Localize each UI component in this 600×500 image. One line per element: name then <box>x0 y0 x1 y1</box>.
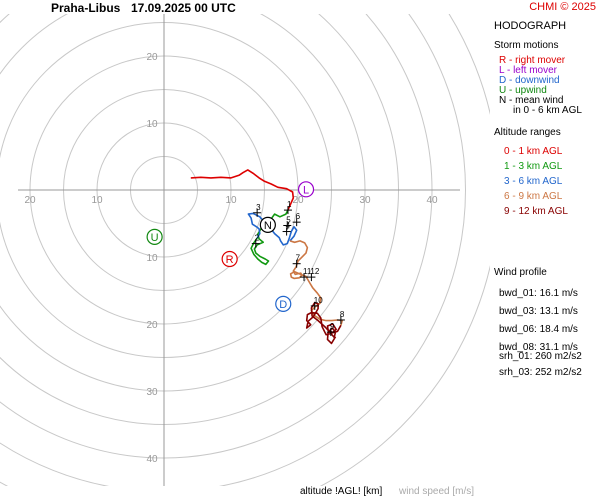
altitude-label: 10 <box>314 296 323 305</box>
altitude-label: 6 <box>296 212 301 221</box>
x-tick-label: 40 <box>426 195 438 206</box>
altitude-range-item: 3 - 6 km AGL <box>504 176 563 187</box>
wind-profile-item: bwd_08: 31.1 m/s <box>499 342 578 353</box>
altitude-label: 7 <box>296 254 301 263</box>
y-tick-label: 40 <box>146 454 158 465</box>
srh-list: srh_01: 260 m2/s2 srh_03: 252 m2/s2 <box>499 349 582 381</box>
x-tick-label: 10 <box>225 195 237 206</box>
altitude-ranges-title: Altitude ranges <box>494 127 561 138</box>
x-tick-label: 10 <box>91 195 103 206</box>
srh-item: srh_03: 252 m2/s2 <box>499 367 582 378</box>
storm-motion-label: R <box>226 254 234 266</box>
storm-motion-circle <box>146 228 163 245</box>
storm-motion-circle <box>259 216 276 233</box>
altitude-range-item: 1 - 3 km AGL <box>504 161 563 172</box>
y-tick-label: 20 <box>146 52 158 63</box>
station-name: Praha-Libus <box>51 1 121 15</box>
storm-motions-legend: R - right mover L - left mover D - downwin… <box>494 56 598 116</box>
wind-trace-line <box>305 301 342 345</box>
altitude-label: 8 <box>340 310 345 319</box>
y-tick-label: 10 <box>146 119 158 130</box>
storm-legend-item: R - right mover <box>499 55 566 66</box>
storm-legend-item: in 0 - 6 km AGL <box>513 105 582 116</box>
storm-motion-markers: R L D U N <box>146 181 315 312</box>
wind-profile-item: bwd_06: 18.4 m/s <box>499 324 578 335</box>
x-tick-label: 30 <box>359 195 371 206</box>
wind-profile-item: bwd_03: 13.1 m/s <box>499 306 578 317</box>
altitude-label: 9 <box>330 322 335 331</box>
srh-item: srh_01: 260 m2/s2 <box>499 351 582 362</box>
copyright-label: CHMI © 2025 <box>529 1 596 13</box>
speed-axis-note: wind speed [m/s] <box>399 486 475 497</box>
speed-ring <box>0 14 433 459</box>
info-panel: HODOGRAPH Storm motions R - right mover L… <box>494 20 598 378</box>
x-tick-label: 20 <box>24 195 36 206</box>
storm-motion-circle <box>275 295 292 312</box>
y-tick-label: 10 <box>146 253 158 264</box>
sounding-datetime: 17.09.2025 00 UTC <box>131 1 236 15</box>
speed-ring <box>0 14 490 486</box>
wind-profile-title: Wind profile <box>494 267 547 278</box>
wind-trace-line <box>190 169 295 211</box>
altitude-label: 12 <box>310 267 319 276</box>
wind-trace-line <box>289 240 344 326</box>
storm-legend-item: D - downwind <box>499 75 560 86</box>
hodograph-title: HODOGRAPH <box>494 20 567 32</box>
wind-traces <box>190 169 344 345</box>
wind-profile-item: bwd_01: 16.1 m/s <box>499 288 578 299</box>
hodograph-axes <box>18 14 460 486</box>
storm-motion-circle <box>297 181 315 198</box>
storm-motion-label: D <box>279 299 287 311</box>
speed-ring <box>0 14 399 425</box>
storm-motion-circle <box>221 250 238 268</box>
wind-profile-list: bwd_01: 16.1 m/s bwd_03: 13.1 m/s bwd_06: … <box>499 285 578 357</box>
altitude-range-item: 0 - 1 km AGL <box>504 146 563 157</box>
axis-tick-labels: 20 10 10 20 30 40 20 10 10 20 30 40 <box>24 52 438 465</box>
altitude-label: 3 <box>256 203 261 212</box>
y-tick-label: 20 <box>146 320 158 331</box>
storm-motion-label: U <box>151 232 159 244</box>
altitude-label: 2 <box>255 234 260 243</box>
altitude-label: 4 <box>286 222 291 231</box>
storm-motion-label: N <box>264 220 272 232</box>
altitude-ranges-list: 0 - 1 km AGL 1 - 3 km AGL 3 - 6 km AGL 6 - … <box>494 144 598 219</box>
altitude-label: 11 <box>303 267 312 276</box>
x-tick-label: 20 <box>292 195 304 206</box>
altitude-range-item: 6 - 9 km AGL <box>504 191 563 202</box>
storm-legend-item: N - mean wind <box>499 95 564 106</box>
storm-motions-title: Storm motions <box>494 40 559 51</box>
storm-motion-label: L <box>303 184 309 196</box>
speed-ring <box>0 14 466 486</box>
speed-rings <box>0 14 490 486</box>
altitude-label: 5 <box>286 216 291 225</box>
altitude-range-item: 9 - 12 km AGL <box>504 206 568 217</box>
storm-legend-item: U - upwind <box>499 85 547 96</box>
altitude-label: 1 <box>287 200 292 209</box>
y-tick-label: 30 <box>146 387 158 398</box>
storm-legend-item: L - left mover <box>499 65 557 76</box>
altitude-axis-note: altitude !AGL! [km] <box>300 486 383 497</box>
